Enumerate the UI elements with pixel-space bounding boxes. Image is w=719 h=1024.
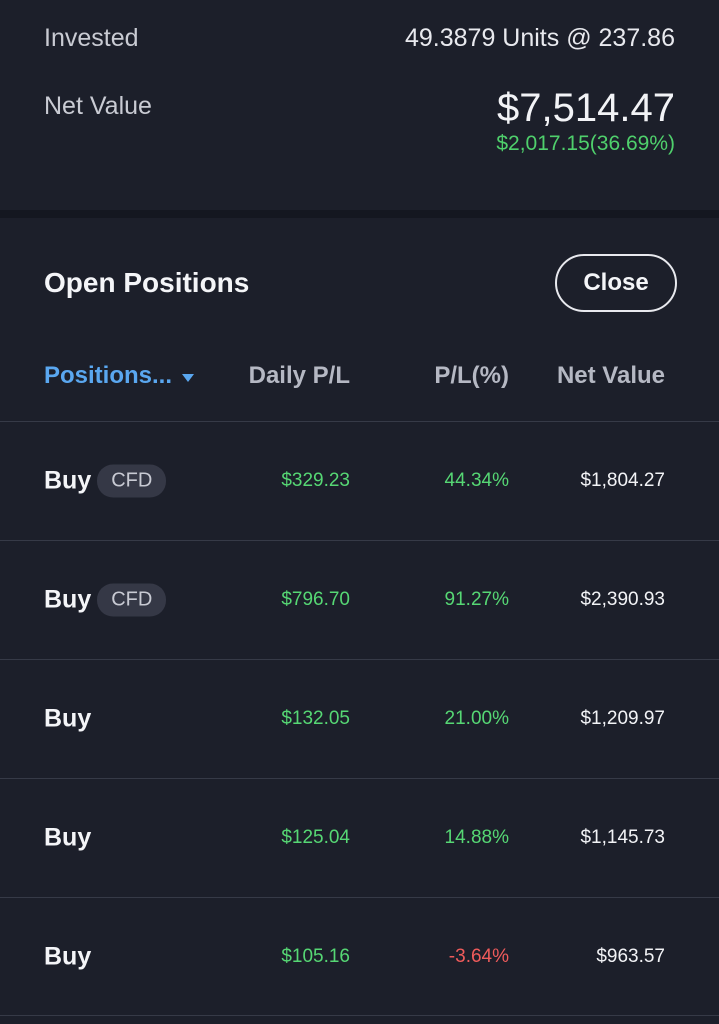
net-value-label: Net Value <box>44 92 152 120</box>
net-value-amount: $7,514.47 <box>497 86 675 130</box>
close-button[interactable]: Close <box>555 254 677 312</box>
net-value-column-header[interactable]: Net Value <box>556 362 665 389</box>
table-row[interactable]: Buy $132.05 21.00% $1,209.97 <box>0 659 719 778</box>
net-value-block: $7,514.47 $2,017.15(36.69%) <box>496 88 675 156</box>
position-side-label: Buy <box>44 466 92 495</box>
position-side: Buy <box>44 824 91 853</box>
pl-percent-value: 44.34% <box>444 470 509 491</box>
daily-pl-value: $796.70 <box>281 589 350 610</box>
position-side: Buy <box>44 705 91 734</box>
position-side: Buy <box>44 942 91 971</box>
net-value-cell: $2,390.93 <box>580 589 665 610</box>
pl-percent-value: 21.00% <box>444 708 509 729</box>
net-value-cell: $1,209.97 <box>580 708 665 729</box>
position-side-label: Buy <box>44 942 92 970</box>
positions-sort-dropdown[interactable]: Positions... <box>44 362 195 390</box>
caret-down-icon <box>182 374 195 382</box>
positions-table: Buy CFD $329.23 44.34% $1,804.27 Buy CFD $796.7… <box>0 421 719 1016</box>
open-positions-title: Open Positions <box>44 267 250 298</box>
cfd-badge: CFD <box>97 464 167 498</box>
daily-pl-value: $132.05 <box>281 708 350 729</box>
invested-value: 49.3879 Units @ 237.86 <box>404 24 675 52</box>
position-side-label: Buy <box>44 823 92 852</box>
pl-percent-value: 14.88% <box>444 827 509 848</box>
daily-pl-value: $105.16 <box>281 945 350 967</box>
invested-label: Invested <box>44 24 139 52</box>
position-summary: Invested 49.3879 Units @ 237.86 Net Valu… <box>0 0 719 210</box>
table-row[interactable]: Buy $125.04 14.88% $1,145.73 <box>0 778 719 897</box>
position-side-label: Buy <box>44 585 92 614</box>
daily-pl-value: $329.23 <box>281 470 350 491</box>
pl-percent-value: 91.27% <box>444 589 509 610</box>
net-value-row: Net Value $7,514.47 $2,017.15(36.69%) <box>44 88 675 156</box>
section-divider <box>0 210 719 218</box>
net-value-cell: $1,804.27 <box>580 470 665 491</box>
positions-column-label: Positions... <box>44 362 173 389</box>
table-header: Positions... Daily P/L P/L(%) Net Value <box>0 362 719 406</box>
table-row[interactable]: Buy $105.16 -3.64% $963.57 <box>0 897 719 1016</box>
cfd-badge: CFD <box>97 583 167 617</box>
table-row[interactable]: Buy CFD $796.70 91.27% $2,390.93 <box>0 540 719 659</box>
pl-percent-column-header[interactable]: P/L(%) <box>434 362 509 389</box>
net-value-change: $2,017.15(36.69%) <box>496 132 675 155</box>
daily-pl-value: $125.04 <box>281 827 350 848</box>
pl-percent-value: -3.64% <box>448 945 509 967</box>
invested-row: Invested 49.3879 Units @ 237.86 <box>44 24 675 53</box>
position-side: Buy CFD <box>44 464 167 498</box>
table-row[interactable]: Buy CFD $329.23 44.34% $1,804.27 <box>0 421 719 540</box>
net-value-cell: $1,145.73 <box>580 827 665 848</box>
position-side: Buy CFD <box>44 583 167 617</box>
daily-pl-column-header[interactable]: Daily P/L <box>248 362 350 389</box>
net-value-cell: $963.57 <box>596 945 665 967</box>
position-side-label: Buy <box>44 704 92 733</box>
open-positions-header: Open Positions Close <box>44 252 677 314</box>
